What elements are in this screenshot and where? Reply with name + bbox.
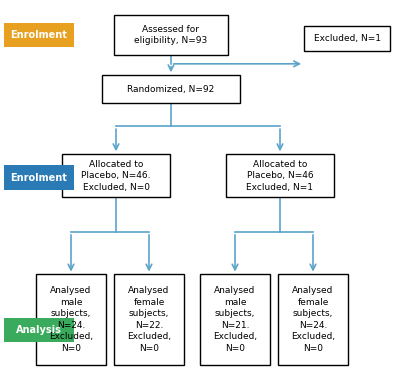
FancyBboxPatch shape: [4, 23, 74, 47]
FancyBboxPatch shape: [62, 154, 170, 197]
FancyBboxPatch shape: [102, 75, 240, 103]
FancyBboxPatch shape: [226, 154, 334, 197]
FancyBboxPatch shape: [4, 318, 74, 342]
Text: Analysed
female
subjects,
N=24.
Excluded,
N=0: Analysed female subjects, N=24. Excluded…: [291, 287, 335, 353]
Text: Allocated to
Placebo, N=46.
Excluded, N=0: Allocated to Placebo, N=46. Excluded, N=…: [81, 160, 151, 192]
Text: Enrolment: Enrolment: [10, 173, 68, 183]
FancyBboxPatch shape: [304, 26, 390, 51]
Text: Analysis: Analysis: [16, 325, 62, 335]
Text: Analysed
female
subjects,
N=22.
Excluded,
N=0: Analysed female subjects, N=22. Excluded…: [127, 287, 171, 353]
FancyBboxPatch shape: [114, 15, 228, 55]
FancyBboxPatch shape: [200, 274, 270, 365]
Text: Allocated to
Placebo, N=46
Excluded, N=1: Allocated to Placebo, N=46 Excluded, N=1: [246, 160, 314, 192]
Text: Analysed
male
subjects,
N=21.
Excluded,
N=0: Analysed male subjects, N=21. Excluded, …: [213, 287, 257, 353]
Text: Randomized, N=92: Randomized, N=92: [127, 85, 215, 94]
FancyBboxPatch shape: [36, 274, 106, 365]
FancyBboxPatch shape: [4, 165, 74, 190]
Text: Assessed for
eligibility, N=93: Assessed for eligibility, N=93: [134, 24, 208, 45]
Text: Analysed
male
subjects,
N=24.
Excluded,
N=0: Analysed male subjects, N=24. Excluded, …: [49, 287, 93, 353]
Text: Excluded, N=1: Excluded, N=1: [314, 34, 380, 43]
FancyBboxPatch shape: [278, 274, 348, 365]
FancyBboxPatch shape: [114, 274, 184, 365]
Text: Enrolment: Enrolment: [10, 30, 68, 40]
